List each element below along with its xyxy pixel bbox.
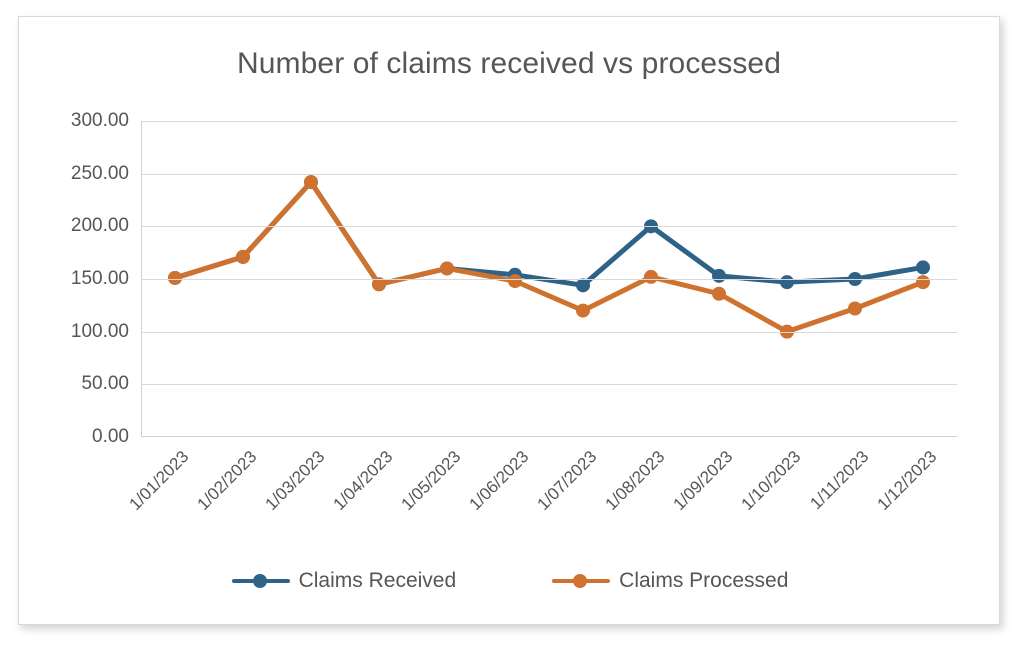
gridline (141, 384, 957, 386)
gridline (141, 121, 957, 122)
data-point[interactable] (372, 277, 386, 292)
legend-marker-icon (231, 574, 290, 588)
data-point[interactable] (712, 268, 726, 283)
series-line (172, 179, 926, 288)
data-point[interactable] (644, 269, 658, 284)
data-point[interactable] (712, 286, 726, 301)
plot-area (141, 121, 957, 437)
data-point[interactable] (916, 260, 930, 275)
data-point[interactable] (440, 261, 454, 276)
x-axis-labels: 1/01/2023 1/02/2023 1/03/2023 1/04/2023 1/05… (126, 441, 957, 561)
legend-entry[interactable]: Claims Processed (552, 569, 788, 593)
data-point[interactable] (168, 270, 182, 285)
gridline (141, 279, 957, 280)
y-tick-label: 200.00 (70, 215, 129, 237)
data-point[interactable] (916, 275, 930, 290)
chart-legend: Claims Received Claims Processed (19, 569, 1001, 593)
chart-title: Number of claims received vs processed (236, 47, 781, 80)
data-point[interactable] (576, 303, 590, 318)
y-axis-labels: 300.00 250.00 200.00 150.00 100.00 50.00 0.00 (41, 110, 129, 447)
data-point[interactable] (304, 175, 318, 190)
chart-card: Number of claims received vs processed 3… (18, 16, 1000, 625)
data-point[interactable] (780, 275, 794, 290)
legend-label: Claims Processed (619, 569, 789, 592)
series-line (172, 179, 926, 335)
legend-label: Claims Received (298, 569, 457, 592)
y-tick-label: 250.00 (70, 162, 129, 184)
y-tick-label: 50.00 (81, 373, 129, 395)
data-point[interactable] (848, 301, 862, 316)
legend-marker-icon (552, 574, 611, 588)
y-tick-label: 0.00 (92, 426, 129, 447)
data-point[interactable] (576, 278, 590, 293)
y-tick-label: 150.00 (70, 268, 129, 289)
x-axis-line (141, 436, 957, 437)
legend-entry[interactable]: Claims Received (231, 569, 457, 593)
y-tick-label: 300.00 (70, 110, 129, 131)
data-point[interactable] (236, 249, 250, 264)
y-tick-label: 100.00 (70, 320, 129, 342)
gridline (141, 226, 957, 228)
gridline (141, 331, 957, 333)
gridline (141, 173, 957, 175)
data-point[interactable] (508, 274, 522, 289)
